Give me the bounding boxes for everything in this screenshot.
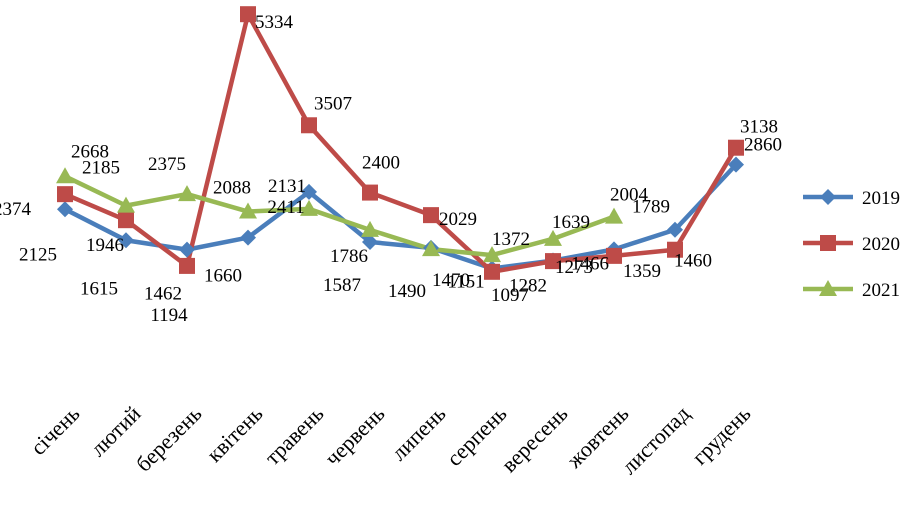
data-label-2020-11: 3138 bbox=[740, 117, 778, 138]
marker-2020-11 bbox=[728, 139, 744, 156]
category-label: квітень bbox=[202, 401, 268, 467]
series-line-2019 bbox=[62, 162, 739, 271]
category-label: січень bbox=[25, 401, 84, 460]
marker-2020-10 bbox=[667, 241, 683, 258]
marker-2020-2 bbox=[179, 257, 195, 274]
legend-label-2021: 2021 bbox=[862, 280, 900, 301]
category-label: березень bbox=[131, 401, 207, 477]
data-label-2019-11: 2860 bbox=[744, 135, 782, 156]
legend-marker-2021 bbox=[819, 280, 837, 296]
marker-2019-3 bbox=[240, 229, 256, 246]
marker-2021-4 bbox=[300, 199, 318, 216]
marker-2020-3 bbox=[240, 6, 256, 23]
marker-2021-5 bbox=[361, 220, 379, 237]
data-label-2019-6: 1490 bbox=[388, 281, 426, 302]
marker-2020-8 bbox=[545, 253, 561, 270]
marker-2021-2 bbox=[178, 185, 196, 202]
category-label: травень bbox=[260, 401, 329, 470]
marker-2021-3 bbox=[239, 202, 257, 219]
category-label: листопад bbox=[616, 401, 694, 479]
marker-2020-6 bbox=[423, 207, 439, 224]
data-label-2020-10: 1460 bbox=[674, 251, 712, 272]
data-label-2019-2: 1462 bbox=[144, 284, 182, 305]
data-label-2019-3: 1660 bbox=[204, 266, 242, 287]
data-label-2019-0: 2125 bbox=[19, 244, 57, 265]
legend-marker-2019 bbox=[820, 189, 836, 205]
category-label: грудень bbox=[687, 401, 756, 470]
marker-2019-10 bbox=[667, 221, 683, 238]
data-label-layer: 2125 1615 1462 1660 2411 1587 1490 1151 1282 1466… bbox=[0, 12, 782, 326]
data-label-2020-5: 2400 bbox=[362, 153, 400, 174]
marker-2019-5 bbox=[362, 234, 378, 251]
data-label-2020-9: 1359 bbox=[623, 261, 661, 282]
data-label-2020-6: 2029 bbox=[439, 209, 477, 230]
legend-label-2019: 2019 bbox=[862, 188, 900, 209]
data-label-2021-0: 2668 bbox=[71, 141, 109, 162]
data-label-2021-7: 1372 bbox=[492, 229, 530, 250]
data-label-2020-4: 3507 bbox=[314, 93, 352, 114]
marker-2019-2 bbox=[179, 241, 195, 258]
data-label-2019-9: 1466 bbox=[571, 253, 609, 274]
marker-2021-6 bbox=[422, 240, 440, 257]
marker-2020-1 bbox=[118, 212, 134, 229]
category-axis: січень лютийберезеньквітеньтравеньчервень… bbox=[25, 401, 755, 479]
marker-2021-8 bbox=[544, 229, 562, 246]
data-label-2020-3: 5334 bbox=[255, 12, 294, 33]
data-label-2021-1: 2185 bbox=[82, 158, 120, 179]
marker-2019-1 bbox=[118, 232, 134, 249]
marker-2019-11 bbox=[728, 156, 744, 173]
data-label-2019-4: 2411 bbox=[267, 197, 304, 218]
category-label: вересень bbox=[496, 401, 572, 477]
category-label: червень bbox=[320, 401, 390, 471]
data-label-2021-2: 2375 bbox=[148, 154, 186, 175]
data-label-2019-1: 1615 bbox=[80, 278, 118, 299]
data-label-2019-7: 1151 bbox=[447, 272, 484, 293]
data-label-2021-3: 2088 bbox=[213, 178, 251, 199]
series-line-2021 bbox=[62, 174, 617, 258]
marker-2019-4 bbox=[301, 183, 317, 200]
marker-2021-7 bbox=[483, 246, 501, 263]
data-label-2020-1: 1946 bbox=[86, 235, 124, 256]
data-label-2020-0: 2374 bbox=[0, 199, 32, 220]
data-label-2021-4: 2131 bbox=[268, 176, 306, 197]
marker-2021-1 bbox=[117, 196, 135, 213]
data-label-2020-7: 1097 bbox=[491, 285, 529, 306]
legend-label-2020: 2020 bbox=[862, 234, 900, 255]
marker-2020-0 bbox=[57, 186, 73, 203]
data-label-2019-5: 1587 bbox=[323, 275, 361, 296]
marker-2021-0 bbox=[56, 167, 74, 184]
data-label-2021-8: 1639 bbox=[552, 212, 590, 233]
data-label-2021-9: 2004 bbox=[610, 185, 649, 206]
legend-marker-2020 bbox=[820, 235, 836, 251]
marker-2020-4 bbox=[301, 117, 317, 134]
data-label-2019-10: 1789 bbox=[632, 197, 670, 218]
marker-layer bbox=[56, 6, 744, 280]
data-label-2021-5: 1786 bbox=[330, 246, 368, 267]
series-line-2020 bbox=[62, 11, 739, 275]
marker-2019-0 bbox=[57, 201, 73, 218]
legend: 2019 2020 2021 bbox=[803, 188, 900, 301]
data-label-2020-8: 1273 bbox=[555, 257, 593, 278]
data-label-2019-8: 1282 bbox=[509, 276, 547, 297]
data-label-2021-6: 1470 bbox=[432, 270, 470, 291]
category-label: липень bbox=[386, 401, 450, 465]
marker-2020-5 bbox=[362, 184, 378, 201]
marker-2021-9 bbox=[605, 207, 623, 224]
marker-2020-7 bbox=[484, 263, 500, 280]
marker-2020-9 bbox=[606, 247, 622, 264]
data-label-2020-2: 1194 bbox=[150, 305, 188, 326]
series-layer bbox=[62, 11, 739, 275]
